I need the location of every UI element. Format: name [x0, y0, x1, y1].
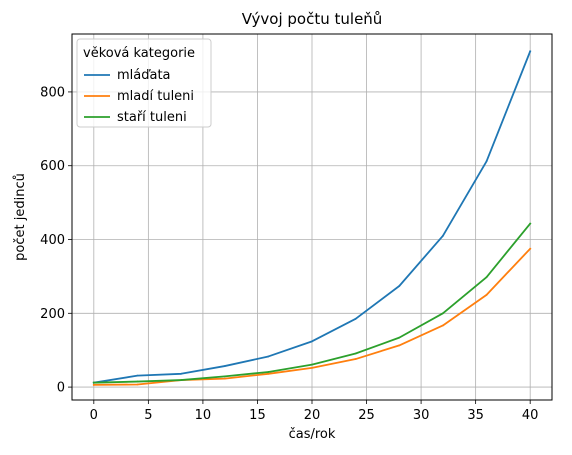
series-lines: [92, 50, 532, 386]
data-point-0-6: [354, 317, 357, 320]
legend-box: [76, 38, 212, 128]
data-point-0-5: [311, 340, 313, 343]
legend-entries: mláďata mladí tuleni staří tuleni: [84, 68, 194, 125]
y-tick-label: 0: [57, 381, 65, 396]
data-point-1-9: [485, 293, 488, 296]
x-tick-label: 10: [195, 408, 212, 423]
data-point-0-9: [485, 160, 488, 163]
x-tick-label: 0: [90, 408, 98, 423]
data-point-2-2: [180, 379, 182, 381]
grid: [72, 34, 552, 400]
data-point-1-10: [529, 247, 532, 250]
chart-title: Vývoj počtu tuleňů: [242, 10, 383, 28]
legend: věková kategorie mláďata mladí tuleni stař…: [76, 38, 212, 128]
data-point-0-4: [267, 355, 270, 358]
y-axis-label: počet jedinců: [13, 173, 28, 261]
data-point-2-10: [529, 222, 532, 225]
data-point-0-2: [180, 372, 182, 375]
data-point-2-3: [223, 375, 226, 378]
x-axis-label: čas/rok: [289, 427, 336, 442]
data-point-2-9: [485, 276, 488, 279]
data-point-1-3: [223, 377, 226, 380]
y-tick-label: 200: [40, 307, 65, 322]
data-point-1-5: [311, 367, 313, 369]
data-point-2-0: [92, 381, 95, 384]
x-tick-label: 40: [522, 408, 539, 423]
data-point-0-3: [223, 365, 226, 367]
data-point-2-6: [354, 352, 357, 355]
data-point-1-0: [92, 383, 95, 386]
data-point-0-1: [136, 374, 139, 377]
y-tick-label: 600: [40, 159, 65, 174]
data-point-1-1: [136, 383, 139, 386]
x-tick-label: 35: [467, 408, 484, 423]
data-point-1-4: [267, 372, 270, 375]
data-point-1-8: [442, 324, 444, 327]
legend-label-2: staří tuleni: [117, 110, 187, 125]
x-tick-label: 25: [358, 408, 375, 423]
legend-label-0: mláďata: [117, 68, 171, 83]
data-point-2-4: [267, 371, 270, 373]
x-tick-label: 15: [249, 408, 266, 423]
legend-title: věková kategorie: [83, 46, 195, 61]
data-point-2-7: [398, 336, 401, 339]
data-point-0-7: [398, 285, 401, 287]
y-tick-label: 400: [40, 233, 65, 248]
data-point-0-8: [442, 234, 444, 237]
data-point-0-10: [529, 50, 532, 53]
data-point-2-8: [442, 312, 444, 315]
data-point-2-5: [311, 363, 313, 366]
legend-label-1: mladí tuleni: [117, 89, 194, 104]
data-point-1-6: [354, 358, 357, 360]
x-tick-label: 30: [413, 408, 430, 423]
y-tick-label: 800: [40, 85, 65, 100]
x-tick-label: 5: [144, 408, 152, 423]
x-tick-label: 20: [304, 408, 321, 423]
data-point-2-1: [136, 380, 139, 383]
data-point-1-7: [398, 344, 401, 347]
